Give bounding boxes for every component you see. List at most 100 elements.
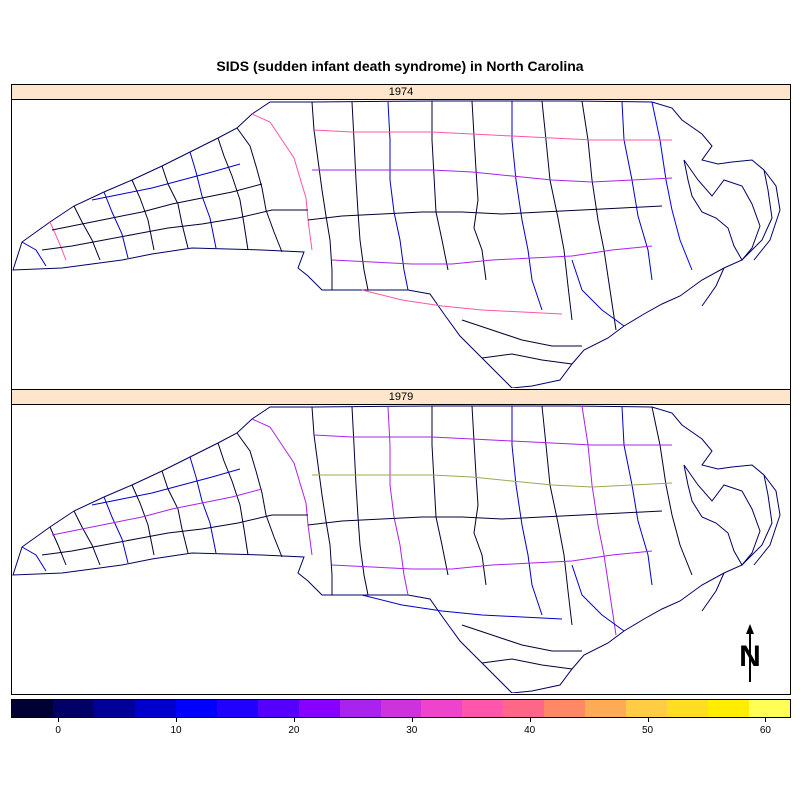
county-boundary <box>651 101 693 271</box>
county-boundary <box>311 406 333 595</box>
county-boundary <box>217 137 249 251</box>
county-boundary <box>331 245 653 265</box>
color-key-tick-label: 20 <box>288 725 300 736</box>
county-boundary <box>73 205 101 261</box>
county-boundary <box>431 406 449 576</box>
county-boundary <box>41 209 308 251</box>
county-boundary <box>189 456 217 554</box>
county-boundary <box>51 183 263 231</box>
county-boundaries <box>21 100 693 365</box>
color-key-swatch <box>503 700 546 717</box>
coastline <box>701 572 725 612</box>
color-key-swatch <box>93 700 136 717</box>
color-key-swatch <box>12 700 54 717</box>
coastline <box>701 267 725 307</box>
north-arrow-label: N <box>739 640 761 673</box>
county-boundary <box>313 434 672 446</box>
county-boundary <box>481 658 573 670</box>
county-boundary <box>312 474 673 488</box>
county-boundary <box>387 406 409 596</box>
county-boundary <box>621 101 653 281</box>
color-key-swatch <box>667 700 710 717</box>
county-boundary <box>251 418 313 556</box>
county-boundary <box>131 179 155 251</box>
county-boundary <box>131 484 155 556</box>
color-key-swatch <box>708 700 751 717</box>
county-boundary <box>571 259 625 327</box>
panel-1974: 1974 <box>11 84 791 390</box>
nc-map-1979 <box>12 405 781 693</box>
county-boundary <box>541 405 573 626</box>
county-boundary <box>387 101 409 291</box>
color-key-tick <box>58 717 60 722</box>
color-key <box>11 699 791 718</box>
county-boundary <box>351 101 369 291</box>
county-boundary <box>161 470 189 554</box>
county-boundary <box>161 165 189 249</box>
color-key-swatch <box>339 700 382 717</box>
county-boundary <box>431 101 449 271</box>
color-key-swatch <box>544 700 587 717</box>
county-boundary <box>313 129 672 141</box>
color-key-swatch <box>257 700 300 717</box>
county-boundary <box>471 405 487 586</box>
color-key-tick <box>529 717 531 722</box>
plot-title: SIDS (sudden infant death syndrome) in N… <box>216 58 584 74</box>
county-boundary <box>361 594 563 620</box>
state-outline <box>12 100 773 388</box>
county-boundary <box>21 546 47 572</box>
county-boundary <box>571 564 625 632</box>
north-arrow-icon: N <box>730 624 770 684</box>
county-boundary <box>189 151 217 249</box>
color-key-ticks: 0 10 20 30 40 50 60 <box>11 717 789 747</box>
color-key-tick <box>176 717 178 722</box>
color-key-swatch <box>175 700 218 717</box>
color-key-swatch <box>626 700 669 717</box>
color-key-swatch <box>134 700 177 717</box>
color-key-swatch <box>298 700 341 717</box>
color-key-swatch <box>749 700 790 717</box>
county-boundary <box>541 100 573 321</box>
county-boundary <box>103 191 129 259</box>
county-boundary <box>461 319 582 347</box>
county-boundary <box>251 113 313 251</box>
county-boundary <box>41 514 308 556</box>
color-key-tick-label: 30 <box>406 725 418 736</box>
color-key-tick-label: 50 <box>641 725 654 736</box>
nc-map-1974 <box>12 100 781 388</box>
county-boundary <box>471 100 487 281</box>
county-boundaries <box>21 405 693 670</box>
coastline <box>683 464 761 566</box>
county-boundary <box>51 488 263 536</box>
county-boundary <box>21 241 47 267</box>
panel-strip-1974: 1974 <box>12 85 790 100</box>
color-key-tick-label: 0 <box>55 725 61 736</box>
county-boundary <box>103 496 129 564</box>
color-key-swatch <box>462 700 505 717</box>
county-boundary <box>49 526 67 566</box>
state-outline <box>12 405 773 693</box>
county-boundary <box>361 289 563 315</box>
coastline <box>753 474 781 566</box>
county-boundary <box>511 101 543 311</box>
county-boundary <box>311 101 333 290</box>
panel-strip-1979: 1979 <box>12 390 790 405</box>
color-key-tick-label: 40 <box>524 725 536 736</box>
color-key-swatch <box>52 700 95 717</box>
color-key-tick <box>647 717 649 722</box>
coastline <box>753 169 781 261</box>
county-boundary <box>49 221 67 261</box>
county-boundary <box>331 550 653 570</box>
color-key-tick <box>411 717 413 722</box>
county-boundary <box>236 432 283 558</box>
county-boundary <box>621 406 653 586</box>
county-boundary <box>351 406 369 596</box>
coastline <box>683 159 761 261</box>
county-boundary <box>481 353 573 365</box>
county-boundary <box>91 163 241 201</box>
color-key-swatch <box>380 700 423 717</box>
color-key-tick-label: 60 <box>759 725 771 736</box>
county-boundary <box>91 468 241 506</box>
color-key-swatch <box>216 700 259 717</box>
color-key-tick <box>293 717 295 722</box>
